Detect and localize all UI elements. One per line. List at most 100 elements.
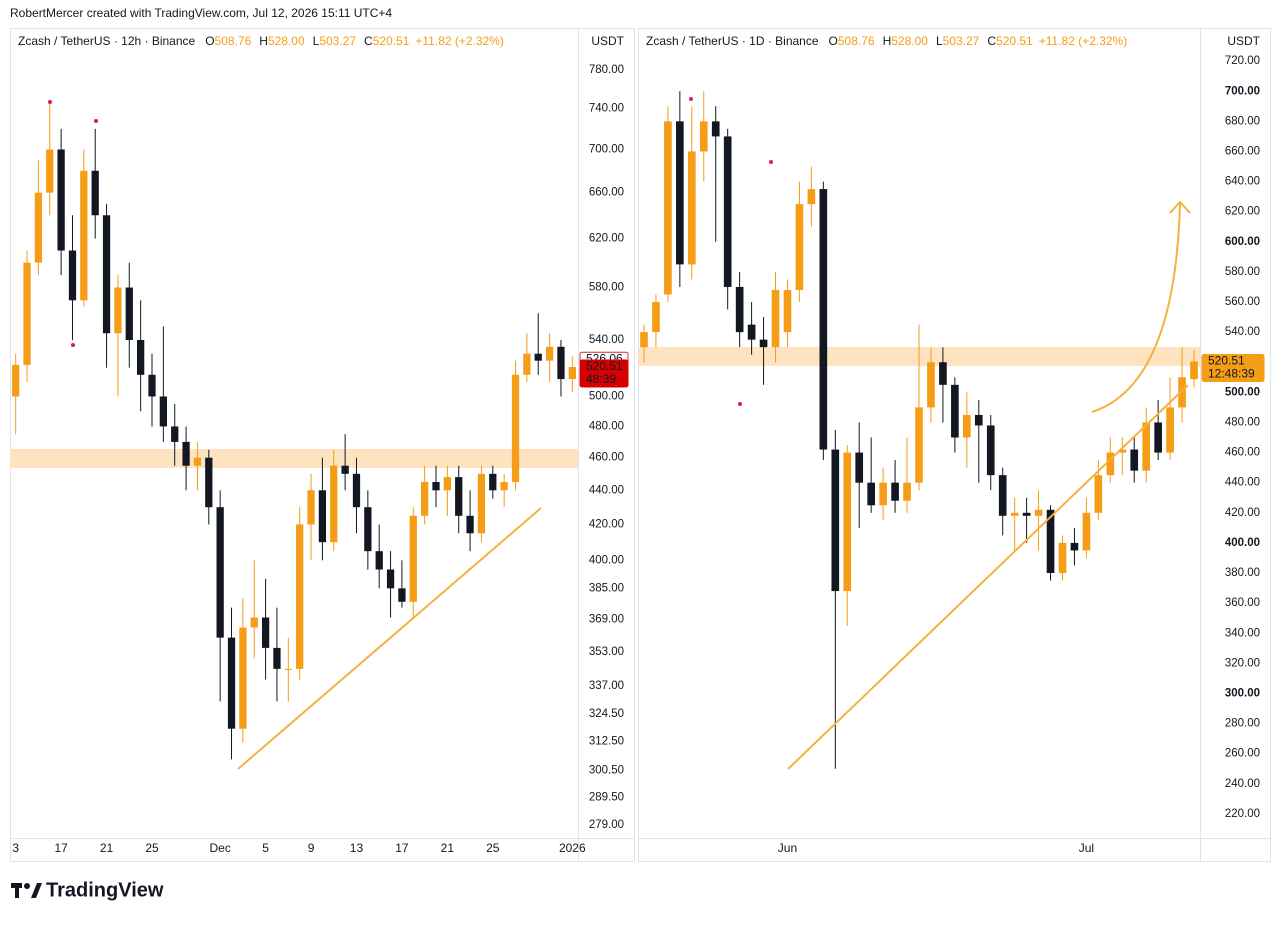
candle-body	[1142, 422, 1151, 471]
y-tick-label: 460.00	[1225, 447, 1260, 459]
candle-body	[193, 457, 202, 466]
x-tick-label: Jul	[1079, 841, 1094, 855]
candle-body	[891, 482, 899, 501]
candle-body	[273, 647, 281, 669]
candle-body	[511, 374, 520, 483]
candle-body	[1058, 542, 1067, 574]
left-pane	[10, 28, 635, 862]
y-tick-label: 360.00	[1225, 597, 1260, 609]
legend-value: 528.00	[891, 34, 928, 48]
legend-value: 528.00	[268, 34, 305, 48]
y-tick-label: 400.00	[1225, 537, 1260, 549]
candle-body	[687, 151, 696, 265]
candle-body	[102, 215, 111, 334]
candle-body	[455, 477, 463, 516]
y-tick-label: 660.00	[1225, 145, 1260, 157]
y-tick-label: 380.00	[1225, 567, 1260, 579]
candle-body	[747, 324, 756, 340]
y-tick-label: 720.00	[1225, 55, 1260, 67]
x-tick-label: 13	[350, 841, 364, 855]
candle-body	[148, 374, 156, 397]
candle-body	[171, 426, 179, 442]
y-tick-label: 560.00	[1225, 296, 1260, 308]
y-tick-label: 300.00	[1225, 687, 1260, 699]
candle-body	[182, 441, 190, 466]
y-tick-label: 780.00	[589, 64, 624, 76]
candle-body	[652, 302, 660, 333]
candle-body	[409, 515, 417, 602]
y-tick-label: 620.00	[589, 233, 624, 245]
candle-body	[855, 452, 864, 483]
y-tick-label: 420.00	[589, 518, 624, 530]
candle-body	[489, 473, 497, 491]
candle-body	[1106, 452, 1115, 476]
legend-symbol: Zcash / TetherUS · 1D · Binance	[646, 34, 819, 48]
legend: Zcash / TetherUS · 12h · Binance O508.76 H…	[18, 34, 504, 48]
y-tick-label: 440.00	[589, 484, 624, 496]
candle-body	[46, 149, 54, 193]
candle-body	[432, 482, 440, 491]
y-tick-label: 385.00	[589, 582, 624, 594]
candle-body	[759, 339, 768, 348]
candle-body	[34, 192, 43, 263]
header: RobertMercer created with TradingView.co…	[10, 6, 392, 20]
y-tick-label: 324.50	[589, 708, 624, 720]
candle-body	[364, 507, 372, 552]
candle-body	[1178, 377, 1186, 408]
legend-key: L	[313, 34, 320, 48]
axis-unit: USDT	[1227, 34, 1260, 48]
countdown: 12:48:39	[1208, 367, 1255, 381]
resistance-zone	[10, 449, 578, 468]
y-tick-label: 660.00	[589, 187, 624, 199]
candle-body	[239, 627, 247, 729]
y-tick-label: 289.50	[589, 792, 624, 804]
candle-body	[1166, 407, 1174, 453]
candle-body	[1046, 509, 1055, 574]
candle-body	[352, 473, 361, 508]
candle-body	[398, 588, 406, 602]
candle-body	[557, 346, 565, 380]
y-tick-label: 353.00	[589, 646, 624, 658]
candle-body	[159, 396, 167, 427]
y-tick-label: 540.00	[1225, 326, 1260, 338]
candle-body	[723, 136, 732, 287]
y-tick-label: 279.00	[589, 819, 624, 831]
candle-body	[216, 507, 224, 638]
trendline	[787, 384, 1189, 770]
x-tick-label: 9	[308, 841, 315, 855]
x-tick-label: 21	[441, 841, 455, 855]
candle-body	[986, 425, 995, 476]
price-label: 520.51	[1208, 354, 1245, 368]
candle-body	[640, 332, 648, 348]
candle-body	[114, 287, 122, 334]
y-tick-label: 540.00	[589, 334, 624, 346]
legend-value: 503.27	[943, 34, 980, 48]
candle-body	[284, 668, 292, 670]
candle-body	[568, 366, 576, 380]
y-tick-label: 580.00	[1225, 266, 1260, 278]
candle-body	[466, 515, 474, 534]
candle-body	[963, 414, 971, 438]
candle-body	[1154, 422, 1162, 453]
candle-body	[500, 482, 508, 491]
legend-key: C	[987, 34, 996, 48]
y-tick-label: 312.50	[589, 736, 624, 748]
candle-body	[296, 524, 304, 669]
logo: TradingView	[11, 879, 164, 901]
countdown: 48:39	[586, 372, 616, 386]
y-tick-label: 260.00	[1225, 748, 1260, 760]
y-tick-label: 700.00	[589, 144, 624, 156]
candle-body	[307, 490, 315, 525]
x-tick-label: 21	[100, 841, 114, 855]
candle-body	[23, 262, 31, 365]
y-tick-label: 420.00	[1225, 507, 1260, 519]
legend-value: 520.51	[373, 34, 410, 48]
candle-body	[341, 465, 349, 474]
candle-body	[91, 170, 99, 216]
y-tick-label: 280.00	[1225, 718, 1260, 730]
candle-body	[1190, 361, 1198, 380]
legend-value: 503.27	[319, 34, 356, 48]
y-tick-label: 480.00	[1225, 416, 1260, 428]
candle-body	[477, 473, 486, 534]
